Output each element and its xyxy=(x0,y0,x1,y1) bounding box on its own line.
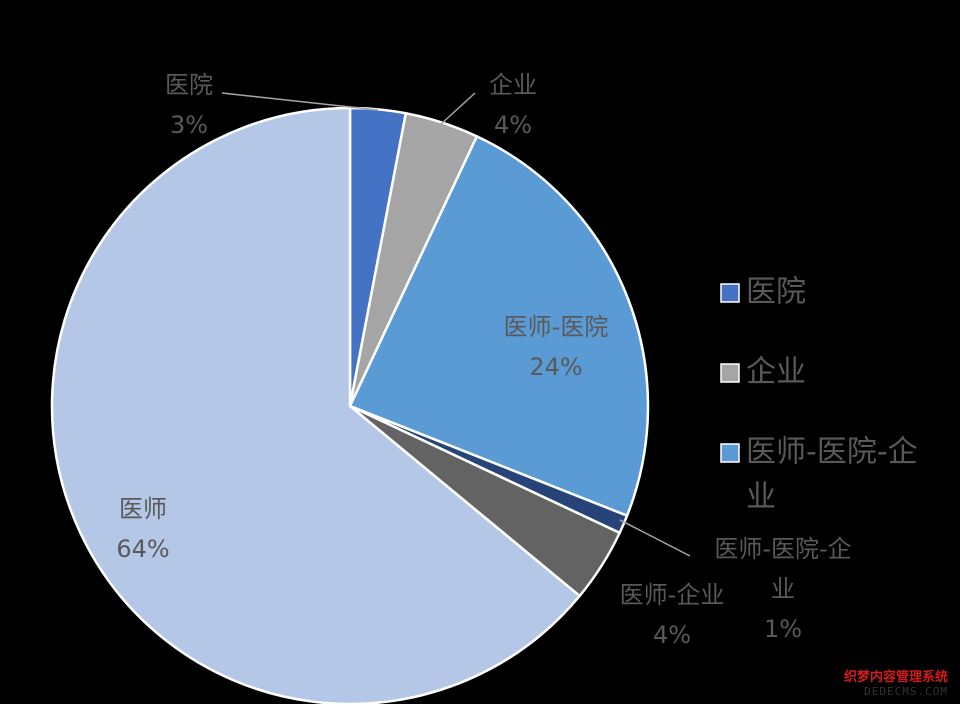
slice-3-label: 医师-医院-企 xyxy=(714,535,851,563)
slice-5-wedge xyxy=(50,106,582,704)
slice-3-label: 业 xyxy=(771,575,795,603)
slice-0-percent: 3% xyxy=(170,111,208,139)
legend-swatch-0 xyxy=(720,283,740,303)
slice-2-label: 医师-医院 xyxy=(504,313,609,341)
slice-3-percent: 1% xyxy=(764,615,802,643)
watermark: 织梦内容管理系统 DEDECMS.COM xyxy=(844,669,948,698)
legend-label-2: 业 xyxy=(746,480,776,515)
watermark-line1: 织梦内容管理系统 xyxy=(844,669,948,685)
legend-label-1: 企业 xyxy=(746,355,806,390)
legend-swatch-1 xyxy=(720,363,740,383)
slice-0-leader-line xyxy=(221,92,379,111)
leader-lines xyxy=(221,92,691,557)
watermark-line2: DEDECMS.COM xyxy=(864,685,948,698)
slice-0-label: 医院 xyxy=(165,71,213,99)
slice-1-leader-line xyxy=(439,92,476,126)
slice-1-percent: 4% xyxy=(494,111,532,139)
pie-slices xyxy=(50,106,650,704)
slice-5-label: 医师 xyxy=(119,495,167,523)
slice-4-percent: 4% xyxy=(653,621,691,649)
slice-4-label: 医师-企业 xyxy=(620,581,725,609)
legend-label-2: 医师-医院-企 xyxy=(746,435,918,470)
legend-swatch-2 xyxy=(720,443,740,463)
slice-2-percent: 24% xyxy=(529,353,582,381)
legend-label-0: 医院 xyxy=(746,275,806,310)
slice-5-percent: 64% xyxy=(116,535,169,563)
slice-2-wedge xyxy=(348,134,650,518)
slice-3-leader-line xyxy=(619,519,691,557)
slice-1-label: 企业 xyxy=(489,71,537,99)
